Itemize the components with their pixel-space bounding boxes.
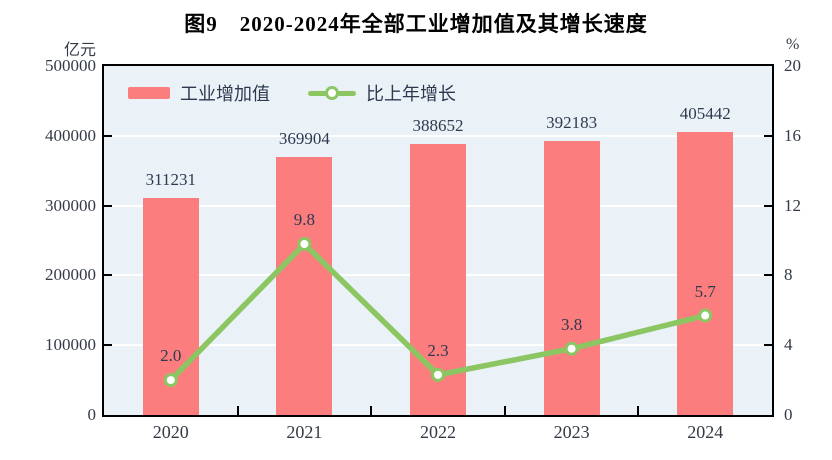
left-axis-tick bbox=[104, 134, 112, 137]
line-series-swatch bbox=[308, 86, 356, 100]
right-axis-tick-label: 8 bbox=[784, 265, 793, 285]
x-axis-tick bbox=[637, 406, 640, 415]
bar-value-label: 392183 bbox=[546, 113, 598, 133]
legend-item-growth-rate: 比上年增长 bbox=[308, 80, 456, 106]
line-value-label: 2.3 bbox=[427, 340, 449, 360]
plot-area: 工业增加值 比上年增长 311231 369904 388652 392183 4054… bbox=[102, 64, 774, 417]
left-axis-tick-label: 500000 bbox=[45, 56, 96, 75]
bar-value-label: 369904 bbox=[278, 128, 330, 148]
left-axis-tick-label: 300000 bbox=[45, 195, 96, 215]
right-axis-tick-label: 4 bbox=[784, 335, 793, 355]
line-data-marker bbox=[163, 373, 178, 388]
x-axis-label: 2023 bbox=[553, 422, 590, 442]
line-value-label: 2.0 bbox=[160, 346, 182, 366]
growth-line-chart bbox=[163, 236, 713, 388]
line-data-marker bbox=[698, 308, 713, 323]
right-axis-tick bbox=[764, 134, 772, 137]
x-axis-tick bbox=[503, 406, 506, 415]
legend-item-industrial-value: 工业增加值 bbox=[128, 80, 270, 106]
right-axis-tick-label: 0 bbox=[784, 405, 793, 424]
right-axis-tick-label: 20 bbox=[784, 56, 801, 75]
x-axis-tick bbox=[236, 406, 239, 415]
line-value-label: 3.8 bbox=[560, 314, 583, 334]
right-axis-tick bbox=[764, 204, 772, 207]
line-data-marker bbox=[431, 367, 445, 382]
legend: 工业增加值 比上年增长 bbox=[128, 80, 456, 106]
x-axis-tick bbox=[370, 406, 373, 415]
line-value-label: 9.8 bbox=[293, 210, 316, 229]
right-axis-tick bbox=[764, 344, 772, 347]
left-axis-tick bbox=[104, 274, 112, 277]
bar bbox=[276, 156, 333, 415]
left-axis-tick-label: 200000 bbox=[45, 265, 96, 285]
x-axis-label: 2020 bbox=[152, 422, 189, 442]
line-data-marker bbox=[297, 236, 312, 251]
line-marker-icon bbox=[325, 86, 339, 100]
bar bbox=[677, 132, 734, 415]
right-axis-tick-label: 12 bbox=[784, 195, 801, 215]
x-axis-label: 2021 bbox=[286, 422, 323, 442]
bar-value-label: 405442 bbox=[679, 104, 731, 124]
gridline bbox=[104, 134, 772, 137]
bar bbox=[543, 141, 600, 415]
right-axis-tick-label: 16 bbox=[784, 125, 801, 145]
bar-value-label: 311231 bbox=[145, 169, 196, 189]
left-axis-tick bbox=[104, 204, 112, 207]
x-axis-label: 2022 bbox=[420, 422, 456, 442]
bar-series-swatch bbox=[128, 87, 170, 99]
right-axis-tick bbox=[764, 274, 772, 277]
legend-label-bar: 工业增加值 bbox=[180, 84, 270, 104]
chart-title: 图9 2020-2024年全部工业增加值及其增长速度 bbox=[184, 12, 648, 36]
bar-value-label: 388652 bbox=[412, 115, 464, 135]
line-value-label: 5.7 bbox=[694, 281, 716, 301]
left-axis-tick-label: 100000 bbox=[45, 335, 96, 355]
left-axis-tick-label: 400000 bbox=[45, 125, 96, 145]
line-data-marker bbox=[564, 341, 579, 356]
left-axis-tick bbox=[104, 344, 112, 347]
left-axis-unit: 亿元 bbox=[63, 42, 96, 59]
right-axis-unit: % bbox=[786, 36, 800, 53]
legend-label-line: 比上年增长 bbox=[366, 84, 456, 104]
x-axis-label: 2024 bbox=[687, 422, 724, 442]
left-axis-tick-label: 0 bbox=[87, 405, 97, 424]
